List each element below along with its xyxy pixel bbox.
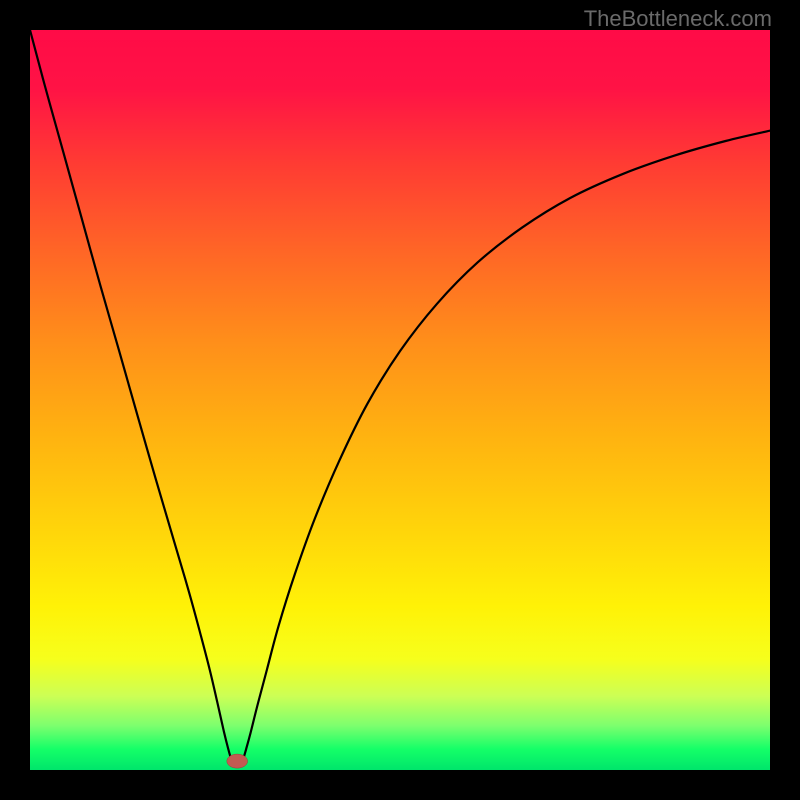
plot-area <box>30 30 770 770</box>
chart-frame: TheBottleneck.com <box>0 0 800 800</box>
gradient-background <box>30 30 770 770</box>
minimum-marker <box>227 754 248 768</box>
watermark-text: TheBottleneck.com <box>584 6 772 32</box>
chart-svg <box>30 30 770 770</box>
